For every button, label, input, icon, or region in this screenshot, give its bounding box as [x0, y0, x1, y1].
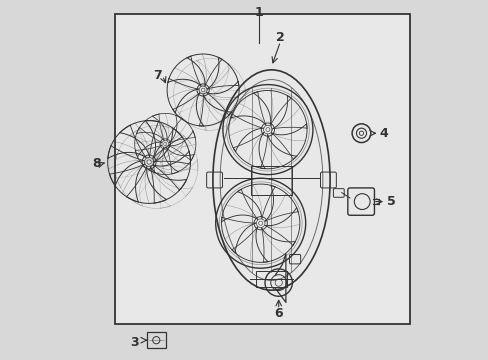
Text: 1: 1	[254, 6, 263, 19]
Text: 4: 4	[379, 127, 387, 140]
Text: 8: 8	[92, 157, 101, 170]
Text: 5: 5	[386, 195, 395, 208]
Text: 2: 2	[276, 31, 285, 44]
Text: 3: 3	[130, 336, 139, 349]
Text: 7: 7	[153, 69, 162, 82]
FancyBboxPatch shape	[115, 14, 409, 324]
Text: 6: 6	[274, 307, 283, 320]
